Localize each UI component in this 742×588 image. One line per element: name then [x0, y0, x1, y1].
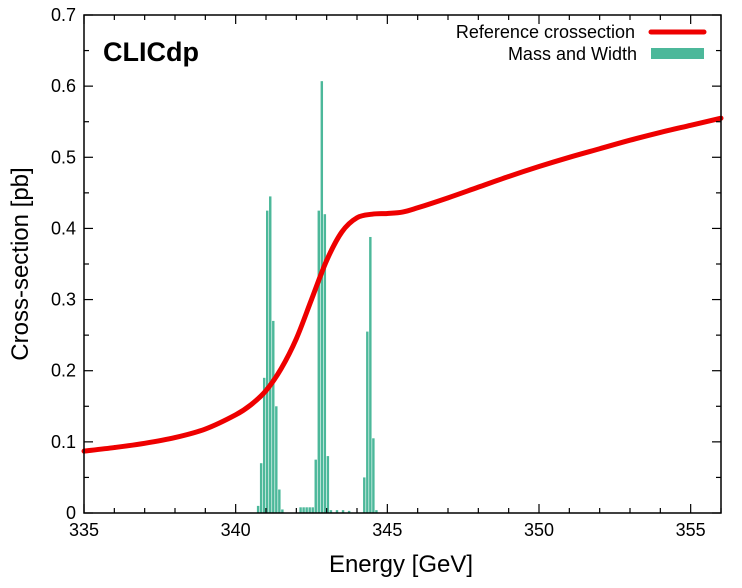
y-tick-label: 0.6 — [51, 76, 76, 96]
y-tick-label: 0.4 — [51, 218, 76, 238]
histogram-bar-6 — [275, 406, 278, 513]
histogram-bar-9 — [299, 507, 302, 513]
histogram-bar-8 — [281, 509, 284, 513]
x-tick-label: 340 — [221, 520, 251, 540]
histogram-bar-7 — [278, 489, 281, 513]
histogram-bar-2 — [262, 377, 266, 513]
histogram-bar-14 — [314, 459, 317, 513]
histogram-bar-19 — [329, 510, 333, 513]
y-tick-label: 0.2 — [51, 361, 76, 381]
y-tick-label: 0.7 — [51, 5, 76, 25]
histogram-bar-15 — [317, 210, 320, 513]
histogram-bar-23 — [363, 477, 366, 513]
legend-label-mass-width: Mass and Width — [508, 44, 637, 64]
y-axis-title: Cross-section [pb] — [7, 167, 34, 360]
histogram-bar-25 — [369, 236, 372, 513]
histogram-bar-22 — [347, 510, 351, 513]
y-tick-labels: 0 0.1 0.2 0.3 0.4 0.5 0.6 0.7 — [51, 5, 76, 523]
histogram-bars — [256, 81, 378, 513]
histogram-bar-16 — [320, 81, 324, 513]
x-axis-title: Energy [GeV] — [329, 551, 473, 578]
x-tick-label: 355 — [676, 520, 706, 540]
histogram-bar-3 — [266, 210, 269, 513]
histogram-bar-26 — [372, 438, 375, 513]
histogram-bar-21 — [341, 510, 345, 513]
x-tick-label: 350 — [524, 520, 554, 540]
histogram-bar-20 — [335, 510, 339, 513]
reference-crossection-line — [81, 115, 724, 454]
clicdp-label: CLICdp — [103, 37, 199, 67]
y-tick-label: 0.5 — [51, 147, 76, 167]
histogram-bar-1 — [259, 463, 263, 513]
x-tick-labels: 335 340 345 350 355 — [69, 520, 706, 540]
histogram-bar-27 — [375, 510, 378, 513]
histogram-bar-10 — [302, 507, 305, 513]
histogram-bar-5 — [272, 320, 275, 513]
legend: Reference crossection Mass and Width — [456, 22, 707, 64]
histogram-bar-24 — [366, 331, 369, 513]
y-tick-label: 0 — [66, 503, 76, 523]
y-tick-label: 0.3 — [51, 290, 76, 310]
histogram-bar-4 — [269, 196, 272, 513]
histogram-bar-18 — [326, 456, 330, 513]
y-tick-label: 0.1 — [51, 432, 76, 452]
x-tick-label: 335 — [69, 520, 99, 540]
histogram-bar-12 — [308, 507, 311, 513]
histogram-bar-17 — [323, 214, 327, 513]
histogram-bar-11 — [305, 507, 308, 513]
legend-swatch-mass-width — [651, 48, 704, 59]
histogram-bar-0 — [256, 505, 260, 513]
axis-ticks — [83, 14, 722, 514]
legend-label-reference: Reference crossection — [456, 22, 635, 42]
x-tick-label: 345 — [372, 520, 402, 540]
histogram-bar-13 — [311, 507, 314, 513]
